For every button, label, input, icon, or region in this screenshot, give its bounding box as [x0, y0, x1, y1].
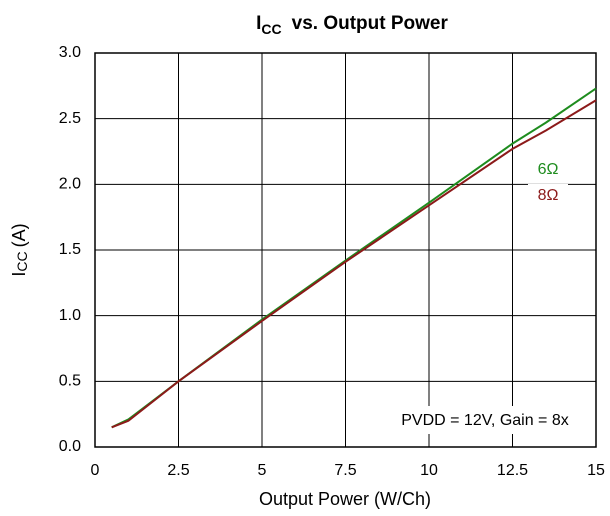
title-subscript: CC	[261, 21, 281, 37]
y-axis-label: ICC (A)	[9, 223, 30, 276]
x-tick-label: 12.5	[497, 462, 528, 479]
y-tick-label: 0.0	[59, 438, 81, 455]
y-label-symbol: I	[9, 272, 29, 277]
y-tick-label: 2.0	[59, 176, 81, 193]
y-tick-label: 1.0	[59, 307, 81, 324]
x-tick-label: 0	[91, 462, 100, 479]
x-tick-label: 7.5	[334, 462, 356, 479]
series-line	[111, 99, 597, 429]
legend-label: 6Ω	[538, 161, 559, 178]
legend-bg	[528, 184, 568, 208]
y-tick-label: 1.5	[59, 241, 81, 258]
y-tick-label: 0.5	[59, 373, 81, 390]
x-tick-label: 15	[587, 462, 605, 479]
x-tick-label: 10	[420, 462, 438, 479]
annotation: PVDD = 12V, Gain = 8x	[401, 412, 569, 429]
annotation-bg	[376, 406, 594, 434]
x-tick-label: 2.5	[167, 462, 189, 479]
chart-title: ICC vs. Output Power	[256, 13, 448, 37]
y-label-text: (A)	[9, 223, 29, 247]
legend-label: 8Ω	[538, 187, 559, 204]
title-text: vs. Output Power	[292, 13, 449, 34]
plot-frame	[94, 52, 597, 448]
x-axis-label: Output Power (W/Ch)	[259, 489, 431, 509]
y-label-subscript: CC	[14, 251, 30, 271]
legend-bg	[528, 158, 568, 182]
y-tick-label: 2.5	[59, 110, 81, 127]
y-tick-label: 3.0	[59, 44, 81, 61]
title-symbol: I	[256, 13, 261, 34]
x-tick-label: 5	[258, 462, 267, 479]
